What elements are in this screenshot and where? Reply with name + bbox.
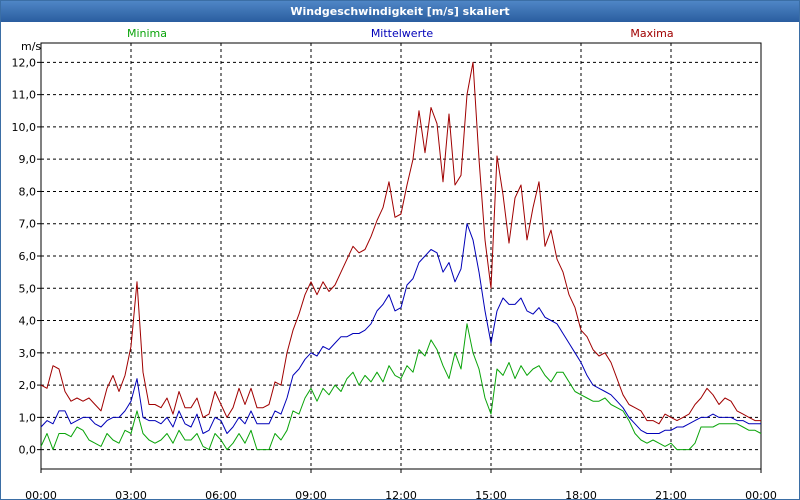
chart-canvas: m/s Minima Mittelwerte Maxima 0,0 1,0 2,0 3… <box>12 27 777 499</box>
plot-frame <box>40 42 762 470</box>
x-tick-time-label: 09:00 <box>295 489 327 499</box>
y-tick-label: 0,0 <box>19 444 37 457</box>
y-tick-label: 9,0 <box>19 153 37 166</box>
x-tick-time-label: 00:00 <box>25 489 57 499</box>
x-tick-time-label: 12:00 <box>385 489 417 499</box>
window-title: Windgeschwindigkeit [m/s] skaliert <box>1 1 799 22</box>
series-line-maxima <box>40 61 761 425</box>
y-tick-label: 2,0 <box>19 379 37 392</box>
y-tick-label: 1,0 <box>19 411 37 424</box>
y-tick-label: 7,0 <box>19 218 37 231</box>
y-tick-label: 5,0 <box>19 282 37 295</box>
y-tick-label: 6,0 <box>19 250 37 263</box>
series-line-minima <box>40 323 762 451</box>
y-tick-label: 12,0 <box>12 56 37 69</box>
y-axis-label: m/s <box>21 40 41 53</box>
y-tick-label: 10,0 <box>12 121 37 134</box>
legend-mittelwerte: Mittelwerte <box>371 27 434 40</box>
x-tick-time-label: 15:00 <box>475 489 507 499</box>
y-tick-label: 4,0 <box>19 315 37 328</box>
x-tick-time-label: 06:00 <box>205 489 237 499</box>
x-tick-time-label: 21:00 <box>655 489 687 499</box>
series-line-mittelwerte <box>40 223 761 434</box>
x-tick-time-label: 18:00 <box>565 489 597 499</box>
x-tick-time-label: 00:00 <box>745 489 777 499</box>
y-tick-label: 3,0 <box>19 347 37 360</box>
x-tick-time-label: 03:00 <box>115 489 147 499</box>
legend-minima: Minima <box>127 27 167 40</box>
legend-maxima: Maxima <box>630 27 673 40</box>
y-tick-label: 11,0 <box>12 89 37 102</box>
y-tick-label: 8,0 <box>19 185 37 198</box>
